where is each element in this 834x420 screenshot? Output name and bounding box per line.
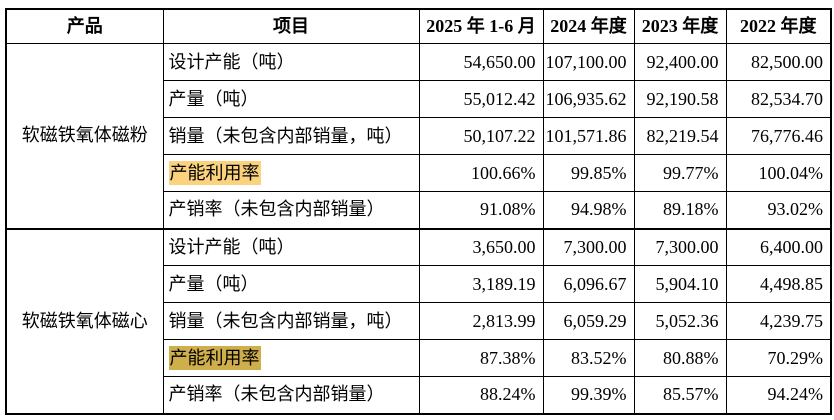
- product-cell-core: 软磁铁氧体磁心: [5, 227, 164, 414]
- value-cell: 82,534.70: [725, 80, 832, 118]
- item-cell: 销量（未包含内部销量，吨）: [162, 117, 420, 155]
- table-row: 软磁铁氧体磁粉 设计产能（吨） 54,650.00 107,100.00 92,…: [5, 43, 832, 229]
- value-cell: 70.29%: [725, 339, 832, 377]
- item-cell: 设计产能（吨）: [162, 43, 420, 81]
- value-cell: 76,776.46: [725, 117, 832, 155]
- item-cell: 产能利用率: [162, 154, 420, 192]
- value-cell: 55,012.42: [418, 80, 544, 118]
- table-row: 产能利用率 87.38% 83.52% 80.88% 70.29%: [6, 339, 832, 377]
- value-cell: 6,059.29: [542, 302, 635, 340]
- value-cell: 6,400.00: [725, 227, 832, 266]
- capacity-utilization-highlight: 产能利用率: [168, 160, 261, 185]
- value-cell: 92,190.58: [633, 80, 727, 118]
- value-cell: 83.52%: [542, 339, 635, 377]
- item-cell: 产量（吨）: [162, 265, 420, 303]
- value-cell: 85.57%: [633, 376, 727, 414]
- column-header-2022: 2022 年度: [725, 8, 832, 44]
- value-cell: 101,571.86: [542, 117, 635, 155]
- product-cell-powder: 软磁铁氧体磁粉: [5, 43, 164, 229]
- value-cell: 99.39%: [542, 376, 635, 414]
- value-cell: 100.04%: [725, 154, 832, 192]
- item-cell: 产能利用率: [162, 339, 420, 377]
- value-cell: 99.85%: [542, 154, 635, 192]
- value-cell: 7,300.00: [633, 227, 727, 266]
- table-row: 产销率（未包含内部销量） 88.24% 99.39% 85.57% 94.24%: [6, 376, 832, 414]
- column-header-product: 产品: [5, 8, 164, 44]
- column-header-item: 项目: [162, 8, 420, 44]
- column-header-2025h1: 2025 年 1-6 月: [418, 8, 544, 44]
- value-cell: 3,650.00: [418, 227, 544, 266]
- value-cell: 92,400.00: [633, 43, 727, 81]
- table-row: 产销率（未包含内部销量） 91.08% 94.98% 89.18% 93.02%: [6, 191, 832, 229]
- table-row: 软磁铁氧体磁心 设计产能（吨） 3,650.00 7,300.00 7,300.…: [5, 227, 832, 414]
- table-row: 产量（吨） 55,012.42 106,935.62 92,190.58 82,…: [6, 80, 832, 118]
- value-cell: 107,100.00: [542, 43, 635, 81]
- value-cell: 106,935.62: [542, 80, 635, 118]
- value-cell: 87.38%: [418, 339, 544, 377]
- value-cell: 4,239.75: [725, 302, 832, 340]
- value-cell: 93.02%: [725, 191, 832, 229]
- value-cell: 88.24%: [418, 376, 544, 414]
- value-cell: 3,189.19: [418, 265, 544, 303]
- value-cell: 6,096.67: [542, 265, 635, 303]
- value-cell: 91.08%: [418, 191, 544, 229]
- header-row: 产品 项目 2025 年 1-6 月 2024 年度 2023 年度 2022 …: [5, 8, 832, 44]
- value-cell: 99.77%: [633, 154, 727, 192]
- table-row: 销量（未包含内部销量，吨） 50,107.22 101,571.86 82,21…: [6, 117, 832, 155]
- value-cell: 82,500.00: [725, 43, 832, 81]
- column-header-2023: 2023 年度: [633, 8, 727, 44]
- value-cell: 7,300.00: [542, 227, 635, 266]
- value-cell: 5,052.36: [633, 302, 727, 340]
- item-cell: 产量（吨）: [162, 80, 420, 118]
- value-cell: 89.18%: [633, 191, 727, 229]
- value-cell: 2,813.99: [418, 302, 544, 340]
- value-cell: 80.88%: [633, 339, 727, 377]
- table-row: 产能利用率 100.66% 99.85% 99.77% 100.04%: [6, 154, 832, 192]
- value-cell: 5,904.10: [633, 265, 727, 303]
- item-cell: 产销率（未包含内部销量）: [162, 376, 420, 414]
- item-cell: 设计产能（吨）: [162, 227, 420, 266]
- item-cell: 产销率（未包含内部销量）: [162, 191, 420, 229]
- value-cell: 50,107.22: [418, 117, 544, 155]
- value-cell: 4,498.85: [725, 265, 832, 303]
- value-cell: 94.24%: [725, 376, 832, 414]
- table-row: 产量（吨） 3,189.19 6,096.67 5,904.10 4,498.8…: [6, 265, 832, 303]
- value-cell: 82,219.54: [633, 117, 727, 155]
- item-cell: 销量（未包含内部销量，吨）: [162, 302, 420, 340]
- value-cell: 54,650.00: [418, 43, 544, 81]
- production-capacity-table: 产品 项目 2025 年 1-6 月 2024 年度 2023 年度 2022 …: [5, 8, 832, 415]
- capacity-utilization-highlight: 产能利用率: [168, 345, 261, 370]
- value-cell: 94.98%: [542, 191, 635, 229]
- column-header-2024: 2024 年度: [542, 8, 635, 44]
- value-cell: 100.66%: [418, 154, 544, 192]
